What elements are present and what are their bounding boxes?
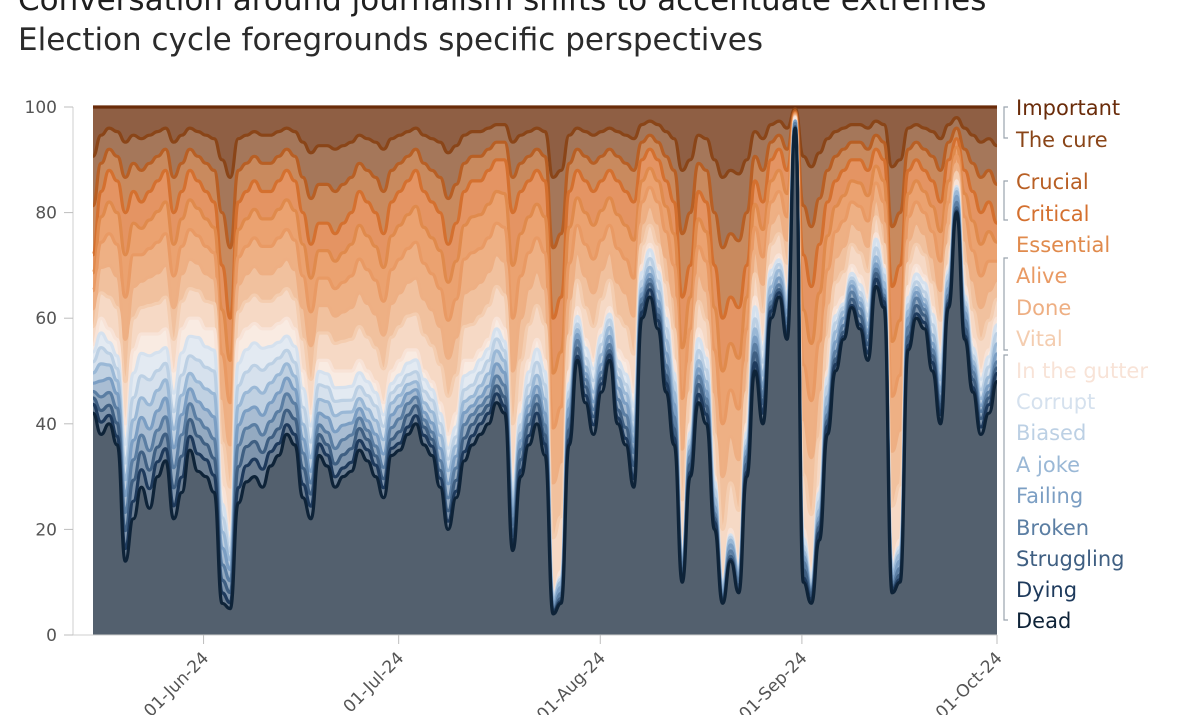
- legend-label-biased: Biased: [1016, 421, 1086, 445]
- y-tick: 0: [46, 626, 73, 646]
- legend-label-a-joke: A joke: [1016, 453, 1080, 477]
- x-tick: 01-Jun-24: [140, 635, 213, 715]
- y-tick-label: 60: [35, 309, 57, 329]
- legend-label-struggling: Struggling: [1016, 547, 1124, 571]
- legend-label-crucial: Crucial: [1016, 170, 1089, 194]
- legend: Important The cure Crucial Critical Essentia…: [1003, 96, 1148, 633]
- line-done: [91, 113, 998, 485]
- x-tick: 01-Aug-24: [533, 635, 610, 715]
- line-struggling: [92, 125, 999, 613]
- legend-label-dying: Dying: [1016, 578, 1077, 602]
- line-failing: [92, 119, 999, 607]
- legend-label-dead: Dead: [1016, 609, 1071, 633]
- legend-label-in-the-gutter: In the gutter: [1016, 359, 1148, 383]
- y-tick-label: 80: [35, 204, 57, 224]
- line-dead: [92, 126, 999, 616]
- area-dead: [93, 128, 997, 635]
- legend-label-alive: Alive: [1016, 264, 1067, 288]
- legend-bracket: [1003, 106, 1008, 139]
- line-essential: [91, 111, 998, 375]
- legend-label-done: Done: [1016, 296, 1071, 320]
- x-tick-label: 01-Sep-24: [735, 648, 811, 715]
- x-tick-label: 01-Jun-24: [140, 648, 213, 715]
- y-tick: 40: [35, 415, 73, 435]
- legend-label-failing: Failing: [1016, 484, 1083, 508]
- legend-label-critical: Critical: [1016, 202, 1089, 226]
- y-tick: 80: [35, 204, 73, 224]
- y-tick-label: 100: [25, 98, 57, 118]
- legend-bracket: [1003, 180, 1008, 221]
- legend-bracket: [1003, 354, 1008, 621]
- line-the-cure: [92, 107, 998, 179]
- area-layer: [91, 105, 999, 636]
- y-tick: 60: [35, 309, 73, 329]
- legend-label-vital: Vital: [1016, 327, 1063, 351]
- chart-title: Conversation around journalism shifts to…: [18, 0, 987, 18]
- line-crucial: [91, 108, 998, 250]
- x-tick: 01-Jul-24: [340, 635, 409, 715]
- y-tick: 20: [35, 520, 73, 540]
- x-tick-label: 01-Aug-24: [533, 648, 610, 715]
- y-tick: 100: [25, 98, 73, 118]
- y-tick-label: 20: [35, 520, 57, 540]
- line-broken: [92, 121, 999, 611]
- legend-bracket: [1003, 257, 1008, 351]
- legend-label-the-cure: The cure: [1015, 128, 1108, 152]
- line-critical: [91, 110, 998, 320]
- line-alive: [91, 112, 997, 430]
- legend-label-important: Important: [1016, 96, 1120, 120]
- chart-subtitle: Election cycle foregrounds specific pers…: [18, 22, 763, 58]
- x-tick: 01-Sep-24: [735, 635, 811, 715]
- legend-label-broken: Broken: [1016, 516, 1089, 540]
- x-tick-label: 01-Oct-24: [932, 648, 1007, 715]
- x-tick: 01-Oct-24: [932, 635, 1007, 715]
- y-tick-label: 0: [46, 626, 57, 646]
- y-tick-label: 40: [35, 415, 57, 435]
- legend-label-essential: Essential: [1016, 233, 1110, 257]
- legend-label-corrupt: Corrupt: [1016, 390, 1095, 414]
- x-tick-label: 01-Jul-24: [340, 648, 409, 715]
